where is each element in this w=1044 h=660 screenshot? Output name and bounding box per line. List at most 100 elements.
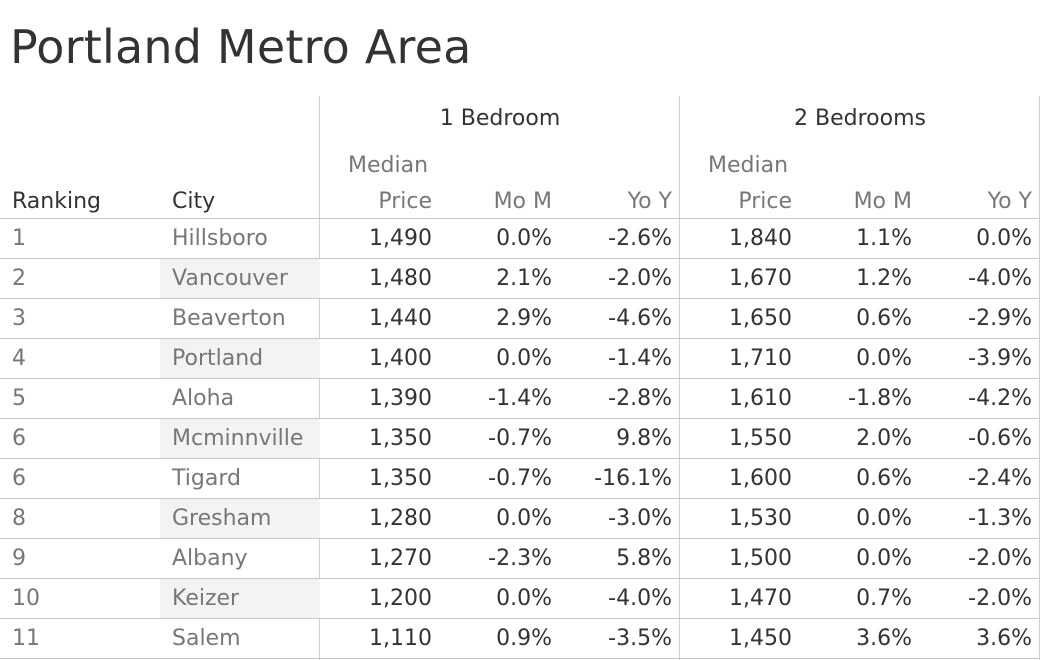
row-band (160, 259, 320, 298)
cell-1br-yoy: -4.6% (608, 306, 672, 331)
cell-1br-mom: 0.0% (496, 586, 552, 611)
divider-right (1039, 96, 1040, 660)
cell-2br-yoy: -2.4% (968, 466, 1032, 491)
table-row-city: Mcminnville (172, 426, 304, 451)
table-row-rank: 11 (12, 626, 40, 651)
header-1br-median: Median (348, 153, 429, 178)
cell-2br-yoy: -3.9% (968, 346, 1032, 371)
cell-2br-mom: 0.0% (856, 346, 912, 371)
cell-2br-median-price: 1,650 (729, 306, 792, 331)
header-2br-price: Price (738, 189, 792, 214)
cell-2br-yoy: -0.6% (968, 426, 1032, 451)
row-band (160, 419, 320, 458)
header-2br-mom: Mo M (853, 189, 912, 214)
header-divider (0, 218, 1039, 219)
cell-2br-median-price: 1,670 (729, 266, 792, 291)
cell-1br-median-price: 1,400 (369, 346, 432, 371)
cell-1br-yoy: -1.4% (608, 346, 672, 371)
cell-2br-mom: 2.0% (856, 426, 912, 451)
cell-2br-yoy: -2.9% (968, 306, 1032, 331)
cell-1br-yoy: 5.8% (616, 546, 672, 571)
cell-2br-median-price: 1,530 (729, 506, 792, 531)
row-divider (0, 298, 1039, 299)
table-row-rank: 6 (12, 426, 26, 451)
cell-2br-median-price: 1,500 (729, 546, 792, 571)
rent-table: 1 Bedroom 2 Bedrooms Ranking City Median… (0, 96, 1044, 660)
cell-1br-median-price: 1,390 (369, 386, 432, 411)
cell-1br-yoy: -3.0% (608, 506, 672, 531)
table-row-rank: 3 (12, 306, 26, 331)
cell-1br-yoy: -3.5% (608, 626, 672, 651)
cell-2br-mom: 0.7% (856, 586, 912, 611)
cell-2br-yoy: -2.0% (968, 546, 1032, 571)
cell-1br-median-price: 1,270 (369, 546, 432, 571)
cell-2br-mom: 0.6% (856, 306, 912, 331)
cell-2br-mom: 0.6% (856, 466, 912, 491)
table-row-city: Hillsboro (172, 226, 268, 251)
cell-1br-mom: -0.7% (488, 426, 552, 451)
row-divider (0, 658, 1039, 659)
table-row-city: Salem (172, 626, 241, 651)
row-band (160, 579, 320, 618)
row-divider (0, 498, 1039, 499)
group-2-bedrooms: 2 Bedrooms (794, 106, 926, 131)
table-row-city: Tigard (172, 466, 241, 491)
row-divider (0, 578, 1039, 579)
header-1br-yoy: Yo Y (627, 189, 672, 214)
table-row-rank: 1 (12, 226, 26, 251)
header-2br-yoy: Yo Y (987, 189, 1032, 214)
table-row-city: Aloha (172, 386, 235, 411)
cell-2br-mom: -1.8% (848, 386, 912, 411)
cell-2br-mom: 1.2% (856, 266, 912, 291)
cell-2br-median-price: 1,610 (729, 386, 792, 411)
cell-1br-yoy: -2.6% (608, 226, 672, 251)
cell-2br-median-price: 1,840 (729, 226, 792, 251)
cell-2br-yoy: -4.0% (968, 266, 1032, 291)
header-city: City (172, 189, 216, 214)
page-title: Portland Metro Area (10, 20, 472, 74)
cell-1br-mom: 0.0% (496, 506, 552, 531)
group-1-bedroom: 1 Bedroom (439, 106, 561, 131)
cell-1br-yoy: -2.8% (608, 386, 672, 411)
cell-2br-mom: 3.6% (856, 626, 912, 651)
table-row-city: Keizer (172, 586, 240, 611)
cell-1br-yoy: -4.0% (608, 586, 672, 611)
row-divider (0, 338, 1039, 339)
cell-1br-median-price: 1,200 (369, 586, 432, 611)
cell-1br-yoy: -16.1% (594, 466, 672, 491)
table-row-rank: 2 (12, 266, 26, 291)
cell-1br-mom: -2.3% (488, 546, 552, 571)
row-band (160, 499, 320, 538)
row-divider (0, 458, 1039, 459)
cell-1br-mom: -1.4% (488, 386, 552, 411)
cell-1br-mom: 2.1% (496, 266, 552, 291)
cell-2br-median-price: 1,450 (729, 626, 792, 651)
cell-1br-median-price: 1,480 (369, 266, 432, 291)
cell-1br-yoy: -2.0% (608, 266, 672, 291)
cell-1br-median-price: 1,350 (369, 426, 432, 451)
row-divider (0, 258, 1039, 259)
table-row-rank: 9 (12, 546, 26, 571)
cell-1br-mom: 2.9% (496, 306, 552, 331)
cell-2br-median-price: 1,600 (729, 466, 792, 491)
header-ranking: Ranking (12, 189, 101, 214)
table-row-rank: 10 (12, 586, 40, 611)
table-row-city: Portland (172, 346, 264, 371)
cell-2br-median-price: 1,470 (729, 586, 792, 611)
table-row-rank: 6 (12, 466, 26, 491)
cell-1br-median-price: 1,110 (369, 626, 432, 651)
cell-2br-median-price: 1,710 (729, 346, 792, 371)
row-divider (0, 418, 1039, 419)
row-divider (0, 378, 1039, 379)
header-1br-price: Price (378, 189, 432, 214)
cell-1br-mom: 0.0% (496, 226, 552, 251)
row-divider (0, 618, 1039, 619)
table-row-city: Albany (172, 546, 248, 571)
table-row-city: Gresham (172, 506, 272, 531)
cell-1br-yoy: 9.8% (616, 426, 672, 451)
cell-1br-median-price: 1,490 (369, 226, 432, 251)
cell-1br-median-price: 1,350 (369, 466, 432, 491)
cell-1br-mom: -0.7% (488, 466, 552, 491)
cell-2br-median-price: 1,550 (729, 426, 792, 451)
row-band (160, 339, 320, 378)
